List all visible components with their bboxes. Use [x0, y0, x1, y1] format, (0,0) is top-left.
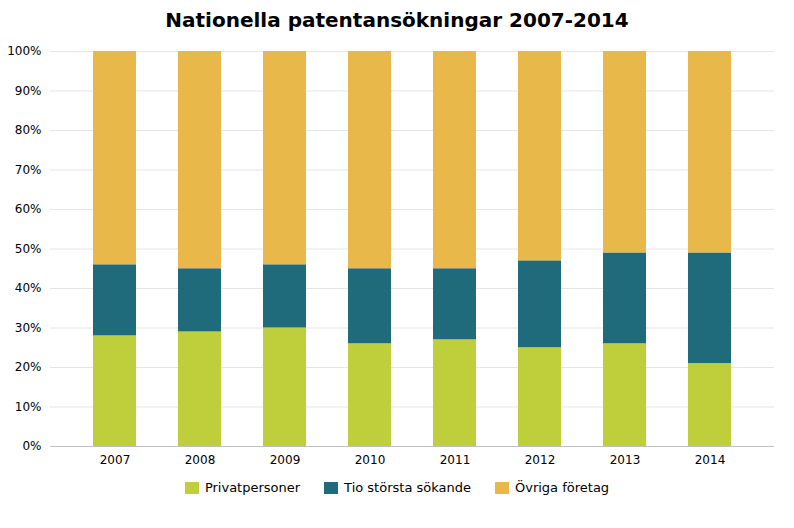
- html-text:Privatpersoner: Privatpersoner: [204, 480, 301, 495]
- svg-text:2012: 2012: [525, 453, 556, 467]
- svg-text:2011: 2011: [440, 453, 471, 467]
- svg-text:100%: 100%: [7, 44, 41, 58]
- svg-text:2007: 2007: [100, 453, 131, 467]
- html-text:Tio största sökande: Tio största sökande: [344, 480, 471, 495]
- svg-text:10%: 10%: [15, 400, 42, 414]
- svg-text:40%: 40%: [15, 281, 42, 295]
- svg-text:70%: 70%: [15, 163, 42, 177]
- html-text:Övriga företag: Övriga företag: [515, 480, 610, 495]
- svg-text:2008: 2008: [185, 453, 216, 467]
- svg-text:2010: 2010: [355, 453, 386, 467]
- html-text:Nationella patentansökningar 2: Nationella patentansökningar 2007-2014: [165, 8, 629, 32]
- svg-text:2009: 2009: [270, 453, 301, 467]
- svg-text:80%: 80%: [15, 123, 42, 137]
- svg-text:2013: 2013: [610, 453, 641, 467]
- svg-text:90%: 90%: [15, 84, 42, 98]
- svg-text:60%: 60%: [15, 202, 42, 216]
- svg-text:2014: 2014: [695, 453, 726, 467]
- svg-text:30%: 30%: [15, 321, 42, 335]
- svg-text:50%: 50%: [15, 242, 42, 256]
- svg-text:20%: 20%: [15, 360, 42, 374]
- svg-text:0%: 0%: [22, 439, 41, 453]
